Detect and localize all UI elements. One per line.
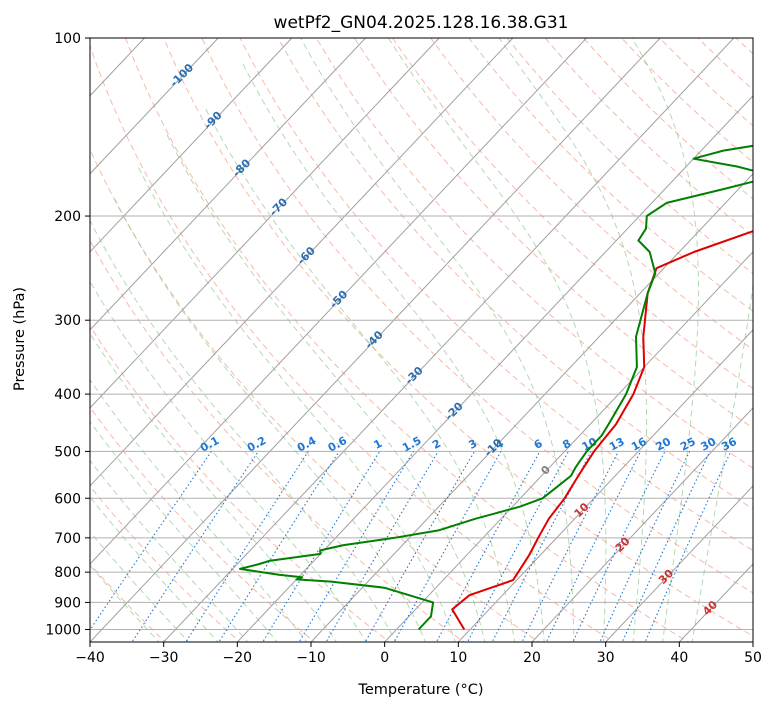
y-tick-label: 1000 xyxy=(45,622,81,638)
dewpoint-profile-line xyxy=(240,38,775,630)
y-tick-label: 200 xyxy=(54,209,81,225)
isotherm-line xyxy=(164,38,734,642)
x-tick-label: −20 xyxy=(223,650,253,666)
dry-adiabat-line xyxy=(354,38,775,644)
dry-adiabat-line xyxy=(622,38,775,644)
x-tick-label: 10 xyxy=(449,650,467,666)
x-tick-label: −10 xyxy=(296,650,326,666)
y-tick-label: 400 xyxy=(54,387,81,403)
dry-adiabat-line xyxy=(316,38,775,644)
y-tick-label: 800 xyxy=(54,565,81,581)
y-axis-ticks: 100 200 300 400 500 600 700 800 900 1000 xyxy=(45,31,90,638)
mixing-ratio-label: 25 xyxy=(678,435,698,454)
mixing-ratio-line xyxy=(261,451,379,644)
moist-adiabat-line xyxy=(166,133,485,644)
moist-adiabat-line xyxy=(0,333,220,645)
mixing-ratio-label: 10 xyxy=(580,435,600,454)
chart-title: wetPf2_GN04.2025.128.16.38.G31 xyxy=(274,13,569,33)
y-tick-label: 900 xyxy=(54,595,81,611)
mixing-ratio-line xyxy=(364,451,475,644)
x-tick-label: 30 xyxy=(597,650,615,666)
dry-adiabat-line xyxy=(87,38,617,644)
x-tick-label: −40 xyxy=(75,650,105,666)
mixing-ratio-line xyxy=(599,451,690,644)
mixing-ratio-line xyxy=(435,451,540,644)
isotherm-line xyxy=(0,38,71,642)
dry-adiabat-line xyxy=(583,38,775,644)
y-tick-label: 500 xyxy=(54,444,81,460)
moist-adiabat-line xyxy=(14,298,279,645)
dry-adiabat-line xyxy=(660,38,775,644)
mixing-ratio-line xyxy=(80,451,211,644)
dry-adiabat-line xyxy=(393,38,775,644)
isotherm-line xyxy=(753,38,775,642)
isotherm-line xyxy=(0,38,366,642)
moist-adiabat-line xyxy=(204,105,515,644)
isotherm-line xyxy=(458,38,775,642)
mixing-ratio-label: 36 xyxy=(719,435,739,454)
y-tick-label: 100 xyxy=(54,31,81,47)
dry-adiabat-line xyxy=(0,38,318,644)
isotherm-line xyxy=(679,38,775,642)
x-tick-label: 50 xyxy=(744,650,762,666)
x-tick-label: 40 xyxy=(670,650,688,666)
isotherm-line xyxy=(606,38,775,642)
dry-adiabat-line xyxy=(545,38,775,644)
x-tick-label: 0 xyxy=(380,650,389,666)
mixing-ratio-line xyxy=(621,451,710,644)
isotherm-label: 10 xyxy=(572,500,592,520)
isotherm-label: 0 xyxy=(538,463,553,478)
mixing-ratio-line xyxy=(466,451,568,644)
mixing-ratio-label: 30 xyxy=(699,435,719,454)
x-axis-ticks: −40 −30 −20 −10 0 10 20 30 40 50 xyxy=(75,642,762,666)
dry-adiabat-line xyxy=(698,38,775,644)
isotherm-line xyxy=(0,38,513,642)
y-tick-label: 600 xyxy=(54,491,81,507)
isotherm-line xyxy=(0,38,218,642)
plot-frame xyxy=(90,38,753,642)
dry-adiabat-line xyxy=(431,38,775,644)
moist-adiabat-line xyxy=(138,167,456,645)
mixing-ratio-label: 13 xyxy=(607,435,627,454)
dry-adiabat-line xyxy=(164,38,767,644)
x-tick-label: −30 xyxy=(149,650,179,666)
mixing-ratio-line xyxy=(393,451,501,644)
mixing-ratio-label: 1 xyxy=(372,437,385,452)
x-axis-label: Temperature (°C) xyxy=(357,682,483,698)
profiles xyxy=(240,38,775,630)
mixing-ratio-line xyxy=(184,451,308,644)
mixing-ratio-line xyxy=(298,451,414,644)
mixing-ratio-line xyxy=(644,451,731,644)
x-tick-label: 20 xyxy=(523,650,541,666)
mixing-ratio-label: 20 xyxy=(653,435,673,454)
isotherm-line xyxy=(532,38,775,642)
moist-adiabat-line xyxy=(242,63,544,645)
mixing-ratio-line xyxy=(131,451,259,644)
dry-adiabat-line xyxy=(11,38,468,644)
mixing-ratio-label: 6 xyxy=(532,437,545,452)
moist-adiabat-line xyxy=(0,316,250,645)
temperature-profile-line xyxy=(452,38,775,630)
plot-background-lines xyxy=(0,25,775,645)
y-tick-label: 300 xyxy=(54,313,81,329)
moist-adiabat-line xyxy=(88,216,397,644)
isotherm-line xyxy=(16,38,586,642)
dry-adiabat-line xyxy=(0,38,393,644)
y-tick-label: 700 xyxy=(54,531,81,547)
y-axis-label: Pressure (hPa) xyxy=(12,287,28,391)
